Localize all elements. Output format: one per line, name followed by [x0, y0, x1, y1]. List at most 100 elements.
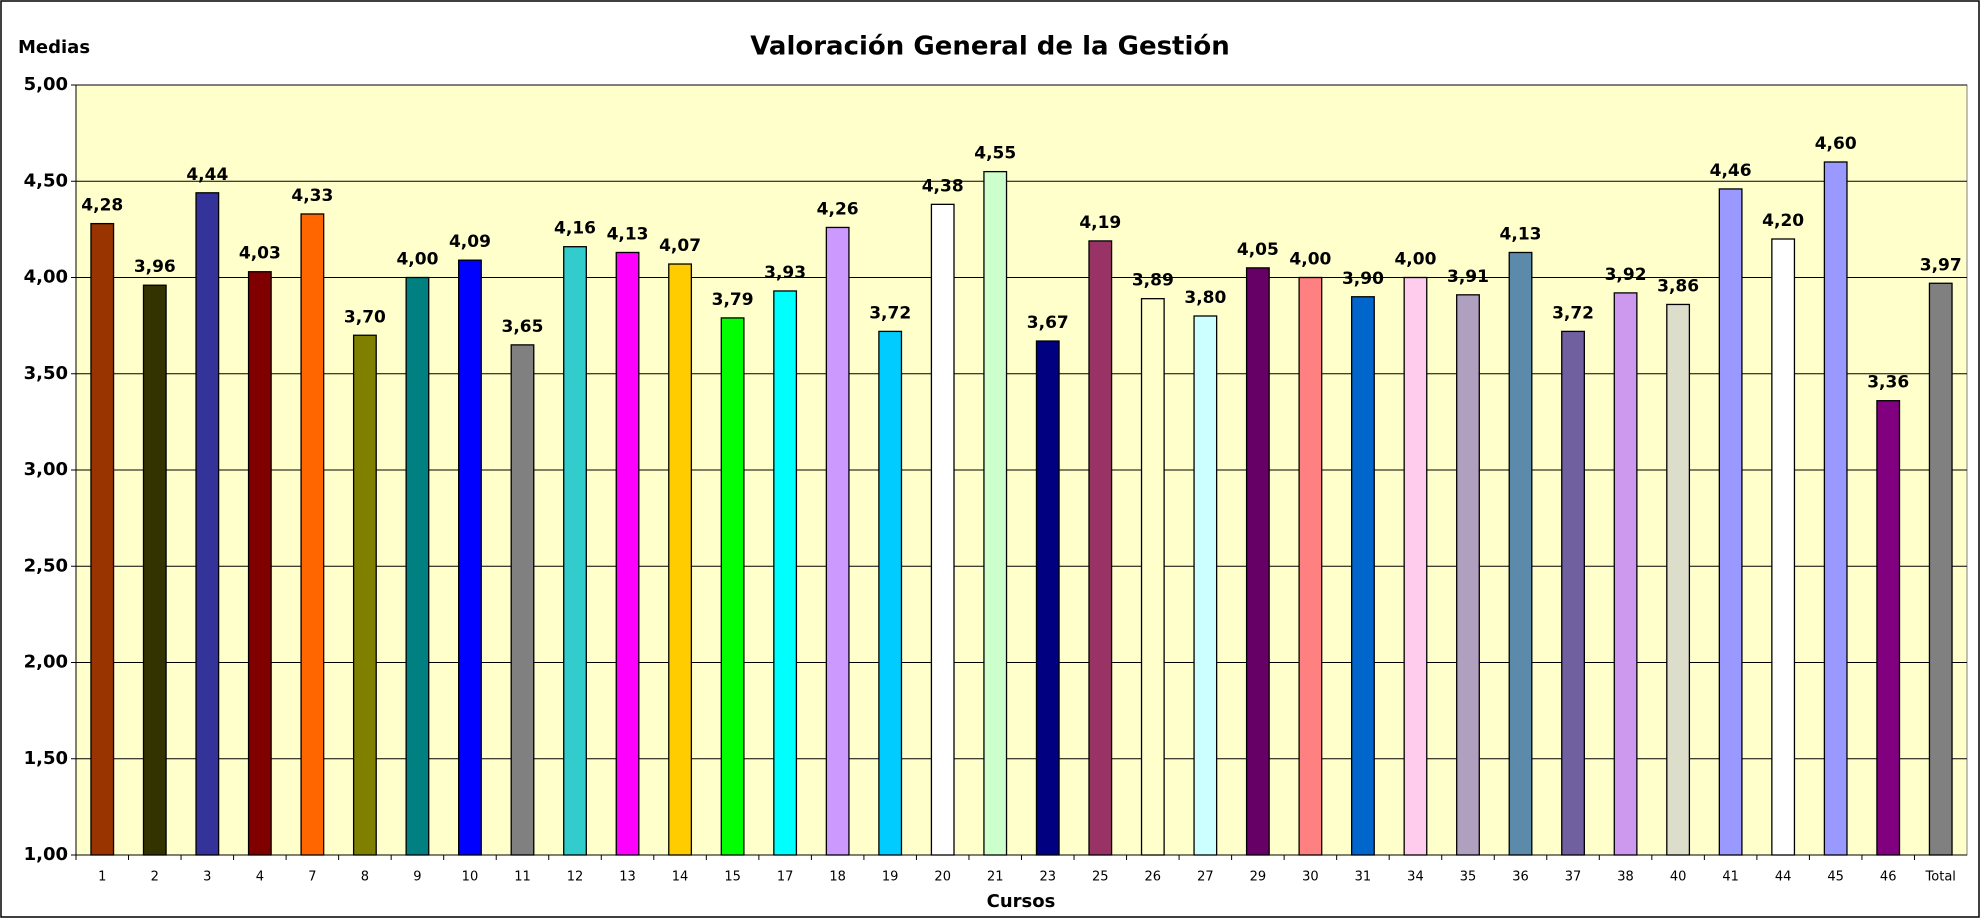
x-tick-label: 21	[987, 870, 1004, 885]
value-label: 4,26	[817, 199, 859, 219]
bar	[195, 192, 220, 856]
bar	[930, 203, 955, 856]
value-label: 3,72	[869, 303, 911, 323]
bar	[983, 170, 1008, 856]
x-tick-label: 2	[151, 870, 159, 885]
x-tick-label: 9	[413, 870, 421, 885]
x-tick-label: 13	[619, 870, 636, 885]
y-tick-label: 4,50	[24, 170, 68, 191]
value-label: 4,33	[291, 186, 333, 206]
bar	[1928, 282, 1953, 856]
x-tick-label: 18	[829, 870, 846, 885]
value-label: 4,20	[1762, 211, 1804, 231]
bar	[668, 263, 693, 856]
value-label: 4,16	[554, 219, 596, 239]
y-tick-label: 2,00	[24, 652, 68, 673]
bar	[300, 213, 325, 856]
value-label: 3,80	[1184, 288, 1226, 308]
value-label: 3,93	[764, 263, 806, 283]
bar	[1718, 188, 1743, 856]
bar	[878, 330, 903, 856]
x-tick-label: 41	[1722, 870, 1739, 885]
bar	[1245, 267, 1270, 856]
value-label: 4,55	[974, 144, 1016, 164]
bar	[458, 259, 482, 856]
x-tick-label: 30	[1302, 870, 1319, 885]
value-label: 4,07	[659, 236, 701, 256]
y-tick-label: 2,50	[24, 555, 68, 576]
bar	[1613, 292, 1638, 856]
x-tick-label: 27	[1197, 870, 1214, 885]
y-tick-label: 3,50	[24, 363, 68, 384]
value-label: 4,44	[186, 165, 228, 185]
bar	[1298, 276, 1323, 856]
y-tick-label: 1,50	[24, 748, 68, 769]
bar	[563, 246, 587, 856]
bar	[1350, 296, 1375, 856]
x-tick-label: Total	[1925, 870, 1956, 885]
bar	[825, 226, 850, 856]
x-tick-label: 14	[672, 870, 689, 885]
x-tick-label: 36	[1512, 870, 1529, 885]
x-tick-label: 44	[1775, 870, 1792, 885]
x-tick-label: 29	[1250, 870, 1267, 885]
value-label: 3,86	[1657, 276, 1699, 296]
x-tick-label: 25	[1092, 870, 1109, 885]
bar	[1403, 276, 1428, 856]
value-label: 4,28	[81, 196, 123, 216]
x-tick-label: 35	[1460, 870, 1477, 885]
x-tick-label: 7	[308, 870, 316, 885]
value-label: 3,90	[1342, 269, 1384, 289]
x-tick-label: 40	[1670, 870, 1687, 885]
y-tick-label: 1,00	[24, 844, 68, 865]
bar	[1823, 161, 1848, 856]
value-label: 3,89	[1132, 271, 1174, 291]
value-label: 4,00	[1289, 250, 1331, 270]
y-tick-label: 5,00	[24, 74, 68, 95]
bar	[352, 334, 377, 856]
value-label: 4,00	[396, 250, 438, 270]
x-tick-label: 37	[1565, 870, 1582, 885]
x-tick-label: 38	[1617, 870, 1634, 885]
y-axis-label: Medias	[18, 37, 90, 58]
x-tick-label: 17	[777, 870, 794, 885]
y-tick-label: 3,00	[24, 459, 68, 480]
bar	[90, 222, 115, 856]
value-label: 3,92	[1605, 265, 1647, 285]
x-tick-label: 45	[1827, 870, 1844, 885]
x-tick-label: 15	[724, 870, 741, 885]
bar	[1508, 251, 1533, 856]
x-tick-label: 12	[567, 870, 584, 885]
bar	[247, 271, 272, 856]
bar	[405, 276, 430, 856]
value-label: 4,46	[1710, 161, 1752, 181]
bar	[615, 251, 640, 856]
chart-title: Valoración General de la Gestión	[750, 32, 1230, 62]
bar	[1771, 238, 1796, 856]
value-label: 3,36	[1867, 373, 1909, 393]
x-tick-label: 1	[98, 870, 106, 885]
x-tick-label: 11	[514, 870, 531, 885]
value-label: 3,96	[134, 257, 176, 277]
value-label: 3,67	[1027, 313, 1069, 333]
x-tick-label: 34	[1407, 870, 1424, 885]
value-label: 3,65	[502, 317, 544, 337]
value-label: 4,05	[1237, 240, 1279, 260]
y-tick-label: 4,00	[24, 267, 68, 288]
x-tick-label: 8	[361, 870, 369, 885]
bar	[1456, 294, 1480, 856]
value-label: 4,60	[1815, 134, 1857, 154]
x-tick-label: 31	[1355, 870, 1372, 885]
value-label: 3,79	[712, 290, 754, 310]
bar	[1035, 340, 1060, 856]
bar	[1140, 298, 1165, 856]
bar	[773, 290, 798, 856]
x-axis-label: Cursos	[987, 891, 1056, 912]
x-tick-label: 10	[462, 870, 479, 885]
value-label: 4,13	[607, 224, 649, 244]
value-label: 3,97	[1920, 255, 1962, 275]
bar	[1876, 400, 1901, 856]
bar	[1088, 240, 1113, 856]
x-tick-label: 26	[1145, 870, 1162, 885]
